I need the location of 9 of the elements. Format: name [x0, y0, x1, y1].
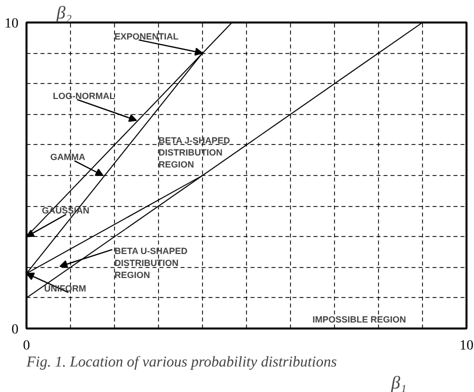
- annotation: BETA U-SHAPED DISTRIBUTION REGION: [114, 246, 188, 280]
- y-axis-title: β₂: [56, 2, 72, 22]
- annotation: BETA J-SHAPED DISTRIBUTION REGION: [158, 136, 231, 170]
- x-axis-title: β₁: [390, 372, 407, 392]
- annotation: IMPOSSIBLE REGION: [312, 314, 406, 325]
- annotation: LOG-NORMAL: [52, 90, 116, 101]
- caption: Fig. 1. Location of various probability distributions: [26, 354, 337, 370]
- annotation: GAMMA: [50, 152, 86, 162]
- annotation: EXPONENTIAL: [114, 31, 180, 42]
